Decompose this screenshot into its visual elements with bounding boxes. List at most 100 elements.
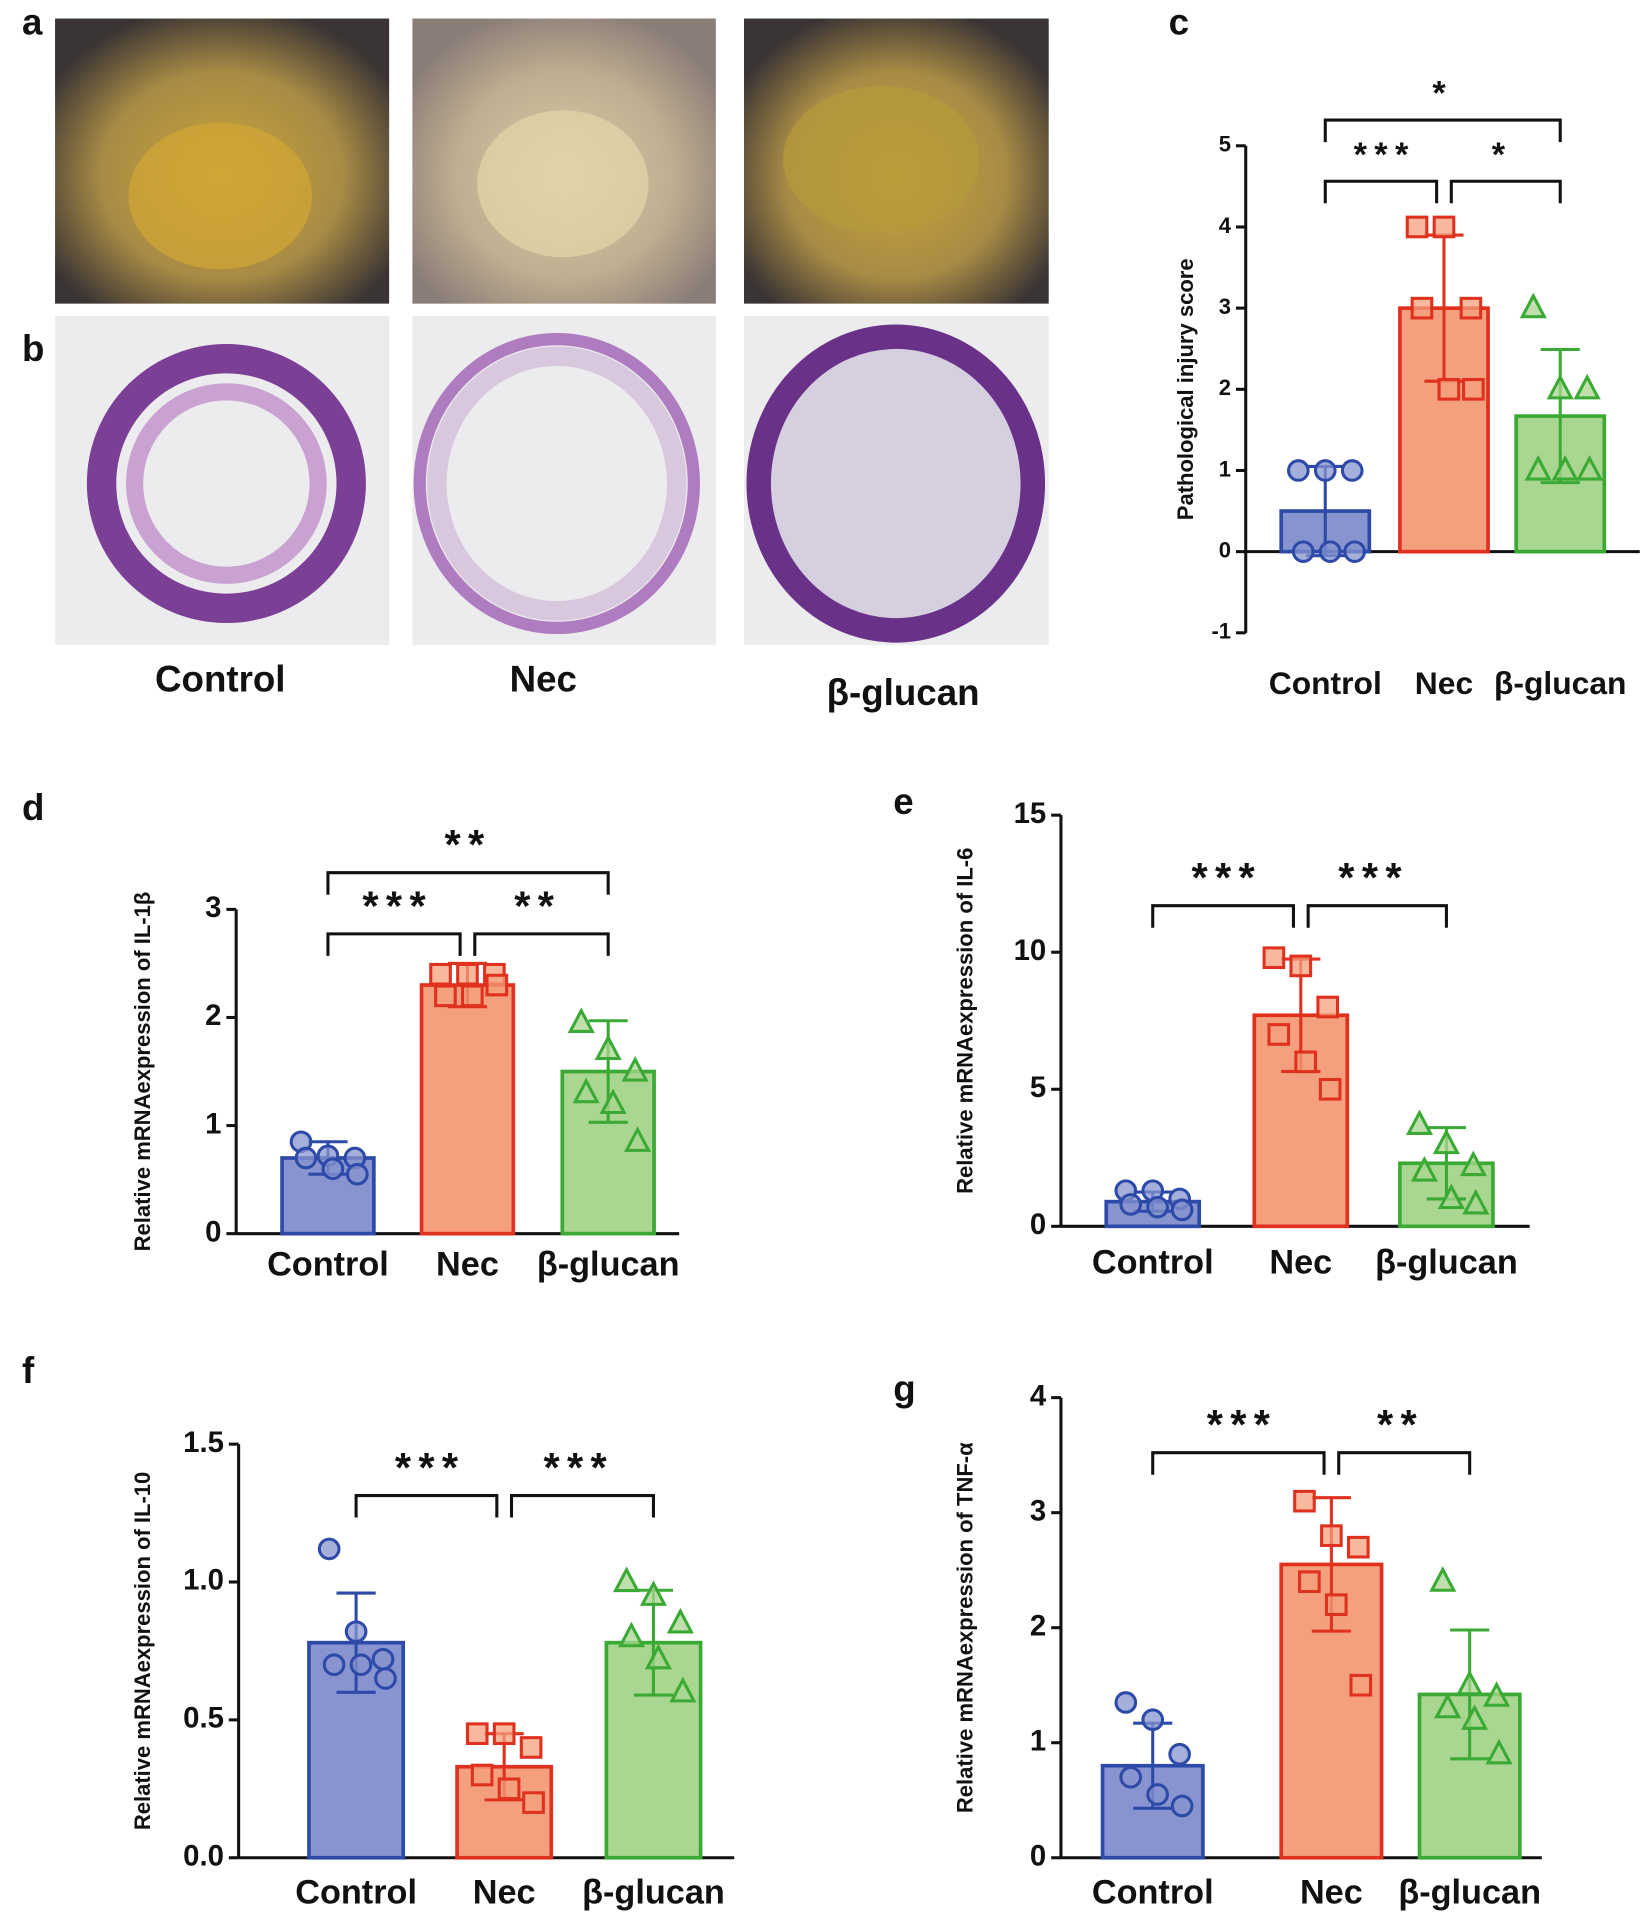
y-tick-label: 1 — [1219, 456, 1231, 481]
significance-label: *** — [1191, 854, 1262, 901]
data-point — [346, 1162, 369, 1186]
data-point — [1141, 1708, 1165, 1732]
significance-bracket — [1323, 179, 1439, 204]
x-tick-label: Control — [1092, 1243, 1214, 1281]
data-point — [1459, 296, 1483, 320]
significance-bracket — [326, 871, 610, 895]
data-point — [639, 1580, 668, 1606]
data-point — [594, 1034, 622, 1060]
data-point — [1432, 1128, 1460, 1155]
data-point — [1461, 1704, 1489, 1730]
data-point — [1318, 1077, 1342, 1101]
data-point — [1291, 540, 1315, 563]
y-axis-label: Pathological injury score — [1173, 258, 1198, 520]
data-point — [1524, 454, 1552, 481]
data-point — [1289, 954, 1313, 978]
data-point — [519, 1736, 543, 1759]
y-axis-label: Relative mRNAexpression of IL-6 — [953, 848, 978, 1194]
y-tick-label: 0 — [1219, 537, 1231, 562]
y-tick-label: 5 — [1030, 1071, 1046, 1104]
data-point — [644, 1643, 672, 1670]
data-point — [485, 973, 509, 997]
significance-label: * — [1492, 136, 1513, 174]
data-point — [497, 1777, 521, 1801]
significance-label: ** — [514, 882, 561, 929]
significance-bracket — [509, 1494, 655, 1518]
significance-label: ** — [1377, 1401, 1424, 1448]
data-point — [1432, 215, 1456, 239]
y-tick-label: -1 — [1211, 619, 1231, 644]
data-point — [1459, 1150, 1487, 1177]
x-tick-label: β-glucan — [1398, 1874, 1541, 1912]
data-point — [1429, 1566, 1457, 1592]
data-point — [1146, 1783, 1169, 1806]
y-axis-label: Relative mRNAexpression of IL-1β — [130, 892, 155, 1252]
data-point — [669, 1676, 697, 1703]
data-point — [492, 1722, 516, 1745]
significance-label: *** — [1207, 1401, 1278, 1448]
significance-label: *** — [544, 1444, 615, 1491]
data-point — [522, 1791, 545, 1814]
significance-bracket — [1151, 1451, 1326, 1475]
y-tick-label: 2 — [1030, 1609, 1046, 1642]
data-point — [317, 1537, 341, 1561]
x-tick-label: β-glucan — [537, 1246, 680, 1284]
data-point — [1267, 1023, 1291, 1046]
panel-label: g — [893, 1368, 915, 1409]
x-tick-label: Nec — [1269, 1243, 1332, 1281]
data-point — [1170, 1794, 1194, 1818]
x-tick-label: Control — [1092, 1874, 1214, 1912]
data-point — [1170, 1198, 1194, 1222]
significance-bracket — [1306, 904, 1448, 928]
panel-label: e — [893, 781, 913, 822]
y-tick-label: 4 — [1219, 213, 1232, 238]
panel-label: d — [22, 787, 44, 828]
significance-bracket — [473, 932, 610, 956]
y-axis-label: Relative mRNAexpression of IL-10 — [130, 1472, 155, 1830]
data-point — [461, 984, 484, 1008]
bar — [419, 983, 516, 1236]
data-point — [1485, 1738, 1513, 1765]
data-point — [567, 1007, 595, 1033]
y-tick-label: 0.5 — [183, 1702, 224, 1735]
y-tick-label: 0 — [205, 1215, 221, 1248]
data-point — [1298, 1570, 1321, 1594]
data-point — [374, 1667, 397, 1690]
y-tick-label: 3 — [1030, 1494, 1046, 1527]
panel-label: c — [1169, 1, 1189, 42]
x-tick-label: β-glucan — [582, 1874, 725, 1912]
data-point — [371, 1647, 395, 1671]
y-tick-label: 4 — [1030, 1379, 1047, 1412]
significance-label: *** — [1354, 136, 1416, 174]
data-point — [572, 1077, 600, 1104]
error-bar — [1540, 348, 1580, 485]
data-point — [1462, 1188, 1490, 1215]
y-tick-label: 1.0 — [183, 1564, 224, 1597]
y-tick-label: 10 — [1014, 934, 1047, 967]
data-point — [599, 1088, 627, 1115]
data-point — [294, 1146, 318, 1170]
data-point — [1434, 1692, 1462, 1719]
data-point — [1410, 296, 1434, 320]
data-point — [1316, 995, 1340, 1019]
data-point — [321, 1157, 345, 1181]
x-tick-label: β-glucan — [1494, 665, 1626, 701]
data-point — [1573, 373, 1601, 400]
x-tick-label: β-glucan — [1375, 1243, 1518, 1281]
significance-label: * — [1432, 75, 1453, 113]
data-point — [1320, 1524, 1343, 1547]
y-tick-label: 1 — [1030, 1724, 1046, 1757]
data-point — [1483, 1681, 1511, 1707]
significance-bracket — [1449, 179, 1562, 204]
group-label: Nec — [510, 658, 577, 699]
data-point — [434, 984, 457, 1008]
data-point — [1343, 540, 1366, 563]
data-point — [612, 1566, 641, 1593]
y-axis-label: Relative mRNAexpression of TNF-α — [953, 1442, 978, 1813]
data-point — [1287, 459, 1310, 482]
data-point — [344, 1620, 368, 1643]
data-point — [1114, 1691, 1138, 1714]
data-point — [1324, 1593, 1348, 1617]
significance-bracket — [1151, 904, 1295, 928]
y-tick-label: 15 — [1014, 797, 1047, 830]
